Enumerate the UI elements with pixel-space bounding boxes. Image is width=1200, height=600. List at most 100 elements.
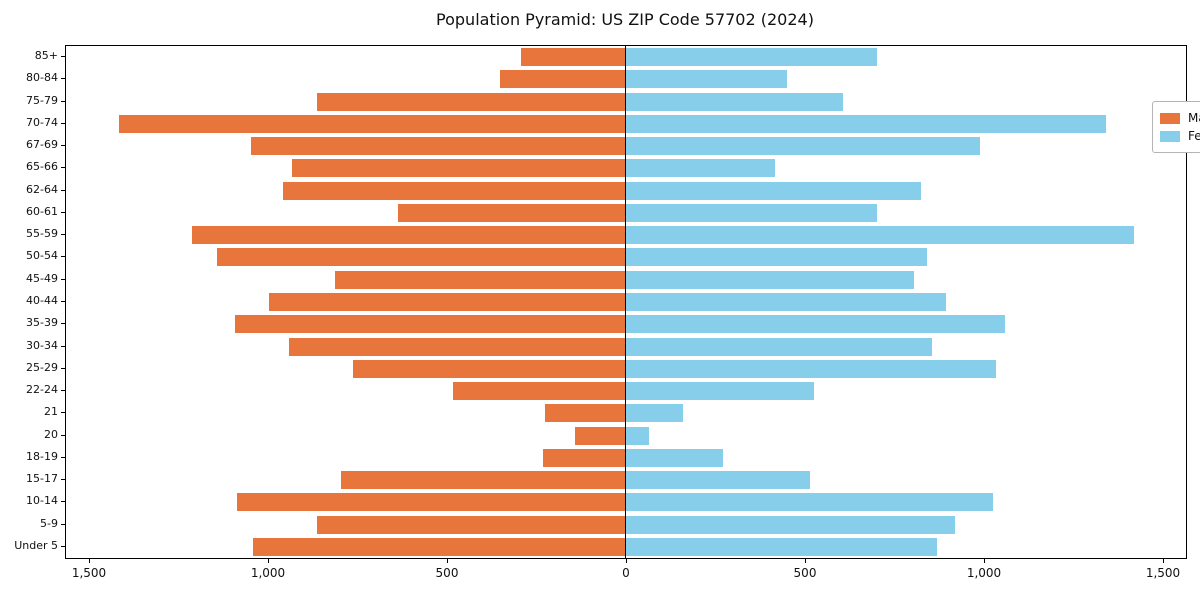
y-tick-label-45-49: 45-49 — [26, 272, 58, 285]
y-tick-label-21: 21 — [44, 405, 58, 418]
x-tick-label-1,500: 1,500 — [1145, 566, 1181, 580]
legend-label-female: Female — [1188, 129, 1200, 143]
x-tick-mark — [984, 559, 985, 563]
y-tick-label-30-34: 30-34 — [26, 339, 58, 352]
bar-male-Under 5 — [252, 538, 625, 556]
plot-area: Male Female — [65, 45, 1200, 559]
y-tick-mark — [61, 412, 65, 413]
bar-male-55-59 — [192, 226, 625, 244]
y-tick-label-18-19: 18-19 — [26, 450, 58, 463]
x-tick-label-500: 500 — [435, 566, 459, 580]
bar-male-30-34 — [288, 338, 625, 356]
bar-female-50-54 — [626, 248, 927, 266]
y-tick-label-50-54: 50-54 — [26, 249, 58, 262]
x-tick-mark — [805, 559, 806, 563]
y-tick-mark — [61, 524, 65, 525]
bar-female-45-49 — [626, 271, 915, 289]
x-tick-label-1,000: 1,000 — [966, 566, 1002, 580]
bar-male-75-79 — [317, 93, 625, 111]
x-tick-label-1,000: 1,000 — [250, 566, 286, 580]
x-tick-mark — [268, 559, 269, 563]
y-tick-label-20: 20 — [44, 428, 58, 441]
bar-male-22-24 — [453, 382, 625, 400]
y-tick-label-15-17: 15-17 — [26, 472, 58, 485]
bar-male-35-39 — [235, 315, 625, 333]
y-tick-label-75-79: 75-79 — [26, 94, 58, 107]
bar-male-60-61 — [397, 204, 625, 222]
bar-female-67-69 — [626, 137, 981, 155]
bar-female-30-34 — [626, 338, 932, 356]
bar-female-62-64 — [626, 182, 922, 200]
y-tick-label-Under 5: Under 5 — [14, 539, 58, 552]
bar-female-5-9 — [626, 516, 956, 534]
bar-male-80-84 — [499, 70, 625, 88]
bar-male-50-54 — [217, 248, 625, 266]
bar-female-22-24 — [626, 382, 814, 400]
bar-female-75-79 — [626, 93, 843, 111]
bar-male-18-19 — [542, 449, 625, 467]
bar-male-67-69 — [251, 137, 625, 155]
y-tick-mark — [61, 234, 65, 235]
bar-female-65-66 — [626, 159, 775, 177]
bar-male-65-66 — [292, 159, 625, 177]
y-tick-mark — [61, 101, 65, 102]
y-tick-label-60-61: 60-61 — [26, 205, 58, 218]
female-color-swatch — [1160, 130, 1180, 142]
bar-male-5-9 — [317, 516, 625, 534]
y-tick-label-67-69: 67-69 — [26, 138, 58, 151]
y-tick-mark — [61, 212, 65, 213]
y-tick-label-5-9: 5-9 — [40, 517, 58, 530]
legend-item-male: Male — [1160, 110, 1200, 126]
x-tick-label-1,500: 1,500 — [71, 566, 107, 580]
bar-female-55-59 — [626, 226, 1135, 244]
y-tick-label-22-24: 22-24 — [26, 383, 58, 396]
y-tick-mark — [61, 123, 65, 124]
x-tick-mark — [1163, 559, 1164, 563]
y-tick-label-35-39: 35-39 — [26, 316, 58, 329]
bar-female-10-14 — [626, 493, 993, 511]
y-tick-label-85+: 85+ — [34, 49, 58, 62]
y-tick-mark — [61, 435, 65, 436]
legend-label-male: Male — [1188, 111, 1200, 125]
chart-title: Population Pyramid: US ZIP Code 57702 (2… — [436, 10, 814, 29]
bar-female-Under 5 — [626, 538, 938, 556]
bar-female-60-61 — [626, 204, 877, 222]
y-tick-mark — [61, 256, 65, 257]
y-tick-mark — [61, 145, 65, 146]
y-tick-mark — [61, 390, 65, 391]
y-tick-mark — [61, 78, 65, 79]
y-tick-mark — [61, 479, 65, 480]
y-tick-mark — [61, 56, 65, 57]
y-tick-mark — [61, 457, 65, 458]
y-tick-mark — [61, 546, 65, 547]
bar-female-40-44 — [626, 293, 947, 311]
legend: Male Female — [1152, 101, 1200, 153]
bar-male-85+ — [521, 48, 625, 66]
male-color-swatch — [1160, 112, 1180, 124]
y-tick-label-80-84: 80-84 — [26, 71, 58, 84]
y-tick-mark — [61, 323, 65, 324]
bar-male-40-44 — [269, 293, 625, 311]
x-tick-label-0: 0 — [622, 566, 630, 580]
y-tick-mark — [61, 501, 65, 502]
legend-item-female: Female — [1160, 128, 1200, 144]
bar-female-15-17 — [626, 471, 811, 489]
x-tick-mark — [447, 559, 448, 563]
bar-male-70-74 — [118, 115, 625, 133]
bar-male-20 — [574, 427, 625, 445]
y-tick-mark — [61, 190, 65, 191]
bar-female-70-74 — [626, 115, 1106, 133]
y-tick-label-65-66: 65-66 — [26, 160, 58, 173]
bar-female-80-84 — [626, 70, 787, 88]
y-tick-label-40-44: 40-44 — [26, 294, 58, 307]
y-tick-label-55-59: 55-59 — [26, 227, 58, 240]
bar-male-45-49 — [335, 271, 625, 289]
x-tick-mark — [89, 559, 90, 563]
x-tick-mark — [626, 559, 627, 563]
y-tick-label-70-74: 70-74 — [26, 116, 58, 129]
bar-male-15-17 — [340, 471, 625, 489]
bar-female-85+ — [626, 48, 877, 66]
y-tick-mark — [61, 279, 65, 280]
bar-male-25-29 — [353, 360, 625, 378]
